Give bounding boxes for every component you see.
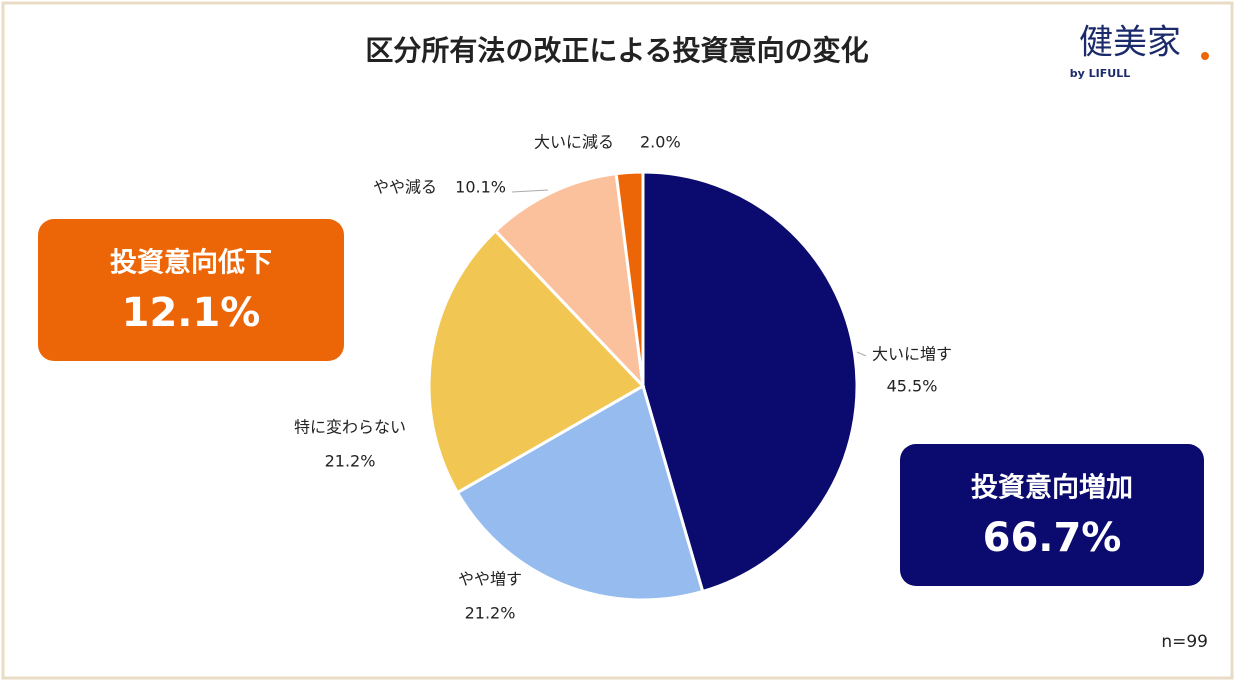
- summary-label: 投資意向低下: [110, 247, 272, 279]
- summary-box: [38, 219, 344, 361]
- value-label: 21.2%: [465, 604, 516, 623]
- value-label: 10.1%: [455, 178, 506, 197]
- summary-value: 12.1%: [122, 290, 261, 336]
- summary-label: 投資意向増加: [971, 472, 1133, 504]
- summary-value: 66.7%: [983, 515, 1122, 561]
- pie-slice: [493, 172, 646, 391]
- slice-label: 特に変わらない: [294, 418, 406, 437]
- value-label: 45.5%: [887, 377, 938, 396]
- sample-note: n=99: [1161, 632, 1208, 652]
- pie-slice: [455, 383, 705, 602]
- leader-line: [511, 189, 549, 193]
- pie-slice: [641, 170, 859, 594]
- slice-label: 大いに減る: [534, 133, 614, 152]
- slice-label: 大いに増す: [872, 345, 952, 364]
- brand-sub: by LIFULL: [1070, 67, 1130, 80]
- summary-box: [900, 444, 1204, 586]
- slice-label: やや減る: [373, 178, 437, 197]
- leader-line: [856, 351, 867, 357]
- brand-dot: [1201, 52, 1209, 60]
- pie-slice: [614, 170, 645, 387]
- pie-slice: [427, 228, 646, 495]
- chart-title: 区分所有法の改正による投資意向の変化: [365, 34, 868, 67]
- value-label: 21.2%: [325, 452, 376, 471]
- value-label: 2.0%: [640, 133, 681, 152]
- slice-label: やや増す: [458, 570, 522, 589]
- brand-name: 健美家: [1079, 23, 1181, 63]
